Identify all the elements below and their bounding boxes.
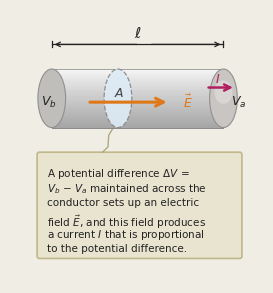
Text: $V_b$: $V_b$ xyxy=(41,95,57,110)
Text: field $\vec{E}$, and this field produces: field $\vec{E}$, and this field produces xyxy=(47,213,206,231)
Bar xyxy=(52,83,224,85)
Bar xyxy=(52,91,224,93)
Bar xyxy=(52,102,224,105)
Bar xyxy=(52,104,224,106)
Text: $\ell$: $\ell$ xyxy=(134,25,141,40)
Text: A potential difference $\Delta V$ =: A potential difference $\Delta V$ = xyxy=(47,167,190,181)
Bar xyxy=(52,122,224,124)
Bar xyxy=(52,81,224,83)
Bar xyxy=(52,126,224,128)
Bar xyxy=(52,71,224,73)
Bar xyxy=(52,112,224,114)
Bar xyxy=(52,94,224,97)
Bar xyxy=(52,85,224,87)
Bar xyxy=(52,87,224,89)
Bar xyxy=(52,79,224,81)
Ellipse shape xyxy=(38,69,66,127)
Bar xyxy=(52,93,224,95)
Bar xyxy=(52,116,224,118)
Text: $A$: $A$ xyxy=(114,87,125,100)
Text: a current $I$ that is proportional: a current $I$ that is proportional xyxy=(47,229,205,242)
Bar xyxy=(52,88,224,91)
Ellipse shape xyxy=(210,69,237,127)
Bar xyxy=(52,98,224,100)
Bar xyxy=(52,106,224,108)
Bar xyxy=(52,75,224,77)
FancyBboxPatch shape xyxy=(37,152,242,258)
Bar xyxy=(52,73,224,75)
Text: $V_b$ − $V_a$ maintained across the: $V_b$ − $V_a$ maintained across the xyxy=(47,182,207,196)
Bar xyxy=(52,118,224,120)
Text: conductor sets up an electric: conductor sets up an electric xyxy=(47,198,199,208)
Bar xyxy=(52,110,224,112)
Ellipse shape xyxy=(104,69,132,127)
Bar xyxy=(52,100,224,103)
Text: to the potential difference.: to the potential difference. xyxy=(47,244,187,254)
Text: $V_a$: $V_a$ xyxy=(231,95,247,110)
Ellipse shape xyxy=(215,81,233,104)
Text: $I$: $I$ xyxy=(215,73,221,86)
Bar xyxy=(52,69,224,71)
Bar xyxy=(52,96,224,99)
Text: $\vec{E}$: $\vec{E}$ xyxy=(183,93,192,111)
Bar xyxy=(52,108,224,110)
Bar xyxy=(52,120,224,122)
Bar xyxy=(52,124,224,126)
Bar xyxy=(52,77,224,79)
Bar xyxy=(52,114,224,116)
